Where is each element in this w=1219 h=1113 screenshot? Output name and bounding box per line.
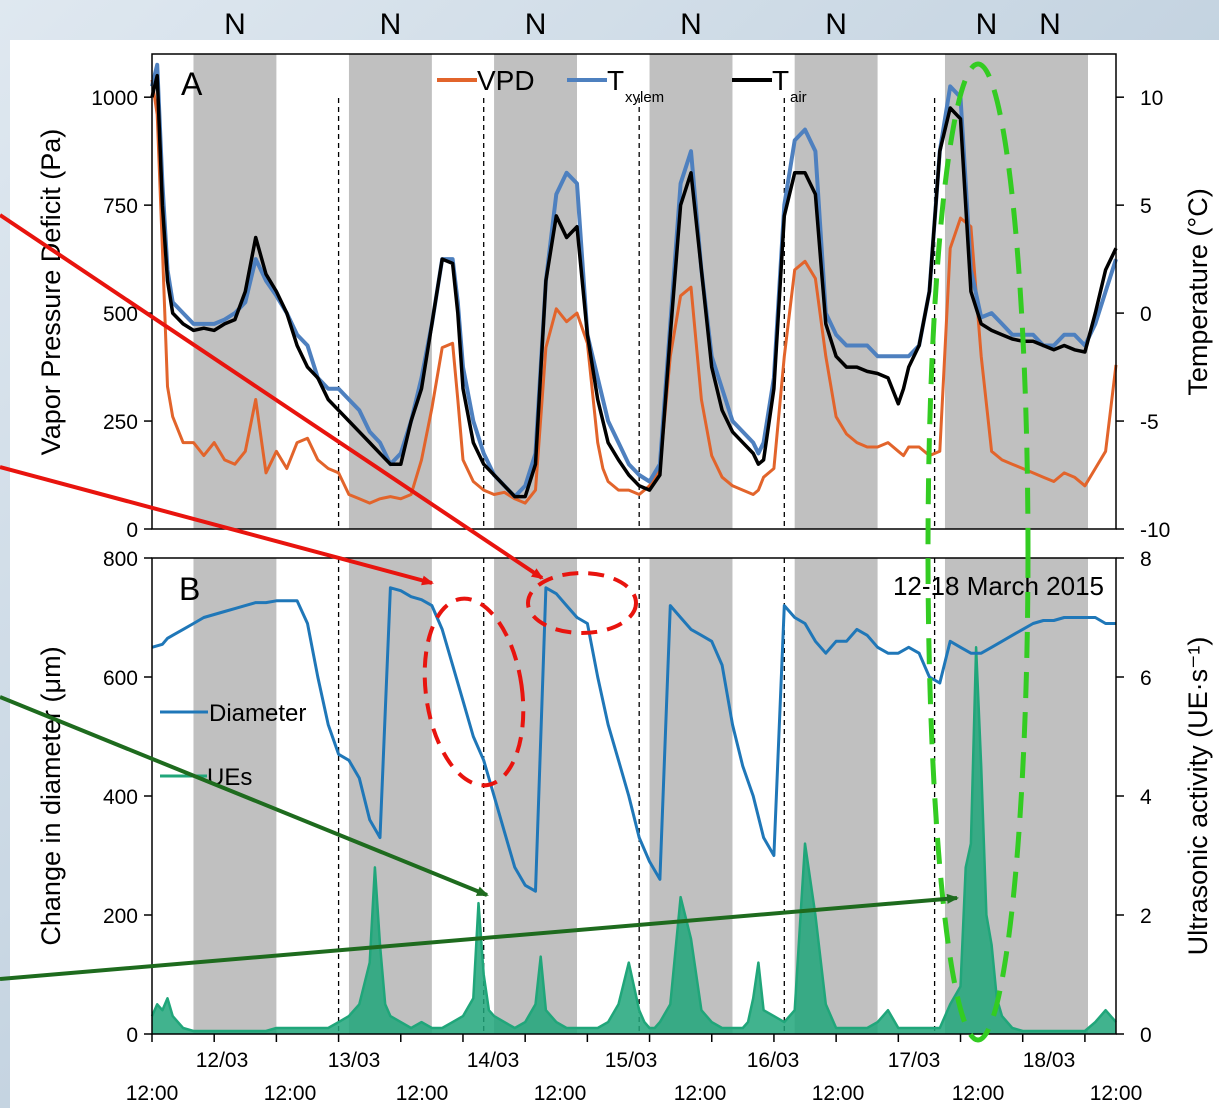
night-band-b-7 — [1012, 558, 1088, 1034]
legend-a-sub-3: air — [790, 89, 807, 106]
panel-b-left-tick-label-2: 400 — [103, 786, 138, 809]
panel-a-series — [150, 62, 1118, 505]
panel-a-left-tick-label-2: 500 — [103, 303, 138, 326]
panel-b-right-tick-label-0: 0 — [1140, 1024, 1152, 1047]
legend-a-label-2: T — [607, 65, 624, 96]
green-dashed-ellipse — [925, 61, 1031, 1043]
red-annotations — [0, 213, 638, 788]
vpd-axis-title: Vapor Pressure Deficit (Pa) — [36, 129, 66, 456]
x-date-label-3: 14/03 — [467, 1049, 520, 1072]
panel-b-legend: Diameter UEs — [160, 700, 306, 791]
panel-b-right-tick-label-4: 8 — [1140, 548, 1152, 571]
panel-a-right-tick-label-4: 10 — [1140, 87, 1163, 110]
panel-b-left-tick-label-1: 200 — [103, 905, 138, 928]
panel-b-right-tick-label-3: 6 — [1140, 667, 1152, 690]
x-time-label-4: 12:00 — [534, 1082, 587, 1105]
night-marker-7: N — [1039, 8, 1061, 41]
panel-b-right-tick-label-1: 2 — [1140, 905, 1152, 928]
night-marker-6: N — [976, 8, 998, 41]
night-marker-1: N — [224, 8, 246, 41]
panel-a-right-tick-label-2: 0 — [1140, 303, 1152, 326]
night-marker-3: N — [525, 8, 547, 41]
day-dividers — [337, 98, 936, 1034]
red-dashed-ellipse-right — [526, 571, 638, 635]
panel-b-right-tick-label-2: 4 — [1140, 786, 1152, 809]
night-bands — [193, 54, 1088, 1034]
x-time-label-7: 12:00 — [952, 1082, 1005, 1105]
x-time-label-2: 12:00 — [264, 1082, 317, 1105]
night-marker-5: N — [825, 8, 847, 41]
x-time-label-6: 12:00 — [812, 1082, 865, 1105]
panel-a-left-tick-label-4: 1000 — [91, 87, 138, 110]
x-date-label-5: 16/03 — [747, 1049, 800, 1072]
panel-b-label: B — [179, 571, 200, 607]
panel-a-ticks: 0 250 500 750 1000 -10 -5 0 5 10 — [91, 87, 1170, 542]
panel-a-frame — [151, 53, 1117, 530]
txylem-line — [150, 62, 1118, 499]
green-arrow-lower — [0, 893, 959, 981]
vpd-line — [150, 79, 1118, 505]
diameter-line — [151, 586, 1116, 893]
red-dashed-ellipse-left — [422, 596, 526, 788]
panel-a-right-tick-label-0: -10 — [1140, 519, 1170, 542]
x-date-label-7: 18/03 — [1023, 1049, 1076, 1072]
panel-a-label: A — [181, 66, 203, 102]
x-time-label-1: 12:00 — [126, 1082, 179, 1105]
x-date-label-4: 15/03 — [605, 1049, 658, 1072]
night-band-a-2 — [348, 54, 432, 529]
panel-a-left-tick-label-0: 0 — [126, 519, 138, 542]
panel-b-left-tick-label-0: 0 — [126, 1024, 138, 1047]
legend-b-label-diameter: Diameter — [209, 700, 306, 727]
date-range-annotation: 12-18 March 2015 — [893, 571, 1104, 601]
legend-a-label-3: T — [772, 65, 789, 96]
ues-line — [150, 646, 1117, 1033]
panel-a-right-tick-label-3: 5 — [1140, 195, 1152, 218]
night-band-b-2 — [348, 558, 432, 1034]
night-marker-4: N — [680, 8, 702, 41]
tair-line — [150, 73, 1118, 499]
x-date-label-1: 12/03 — [196, 1049, 249, 1072]
ultrasonic-axis-title: Ultrasonic activity (UE·s⁻¹) — [1183, 637, 1213, 956]
red-arrow-lower — [0, 465, 434, 586]
legend-a-label-1: VPD — [477, 65, 535, 96]
night-band-b-3 — [494, 558, 577, 1034]
night-band-a-7 — [1012, 54, 1088, 529]
green-arrow-upper — [0, 695, 489, 897]
panel-b-left-tick-label-4: 800 — [103, 548, 138, 571]
temperature-axis-title: Temperature (°C) — [1183, 188, 1213, 395]
night-band-b-1 — [193, 558, 277, 1034]
panel-a-left-tick-label-1: 250 — [103, 411, 138, 434]
legend-b-label-ues: UEs — [207, 764, 252, 791]
x-date-label-6: 17/03 — [888, 1049, 941, 1072]
x-time-label-3: 12:00 — [396, 1082, 449, 1105]
panel-b-ticks: 0 200 400 600 800 0 2 4 6 8 — [103, 548, 1152, 1047]
legend-a-sub-2: xylem — [625, 89, 664, 106]
panel-a-right-tick-label-1: -5 — [1140, 411, 1159, 434]
panel-a-left-tick-label-3: 750 — [103, 195, 138, 218]
night-band-a-5 — [794, 54, 878, 529]
night-marker-2: N — [380, 8, 402, 41]
x-time-label-5: 12:00 — [674, 1082, 727, 1105]
red-arrow-upper — [0, 213, 544, 580]
x-date-label-2: 13/03 — [328, 1049, 381, 1072]
x-axis-labels: 12/03 13/03 14/03 15/03 16/03 17/03 18/03 12:00… — [126, 1034, 1143, 1105]
x-time-label-8: 12:00 — [1090, 1082, 1143, 1105]
diameter-axis-title: Change in diameter (μm) — [36, 646, 66, 945]
panel-b-series — [150, 586, 1117, 1034]
panel-b-left-tick-label-3: 600 — [103, 667, 138, 690]
green-annotations — [0, 61, 1031, 1043]
